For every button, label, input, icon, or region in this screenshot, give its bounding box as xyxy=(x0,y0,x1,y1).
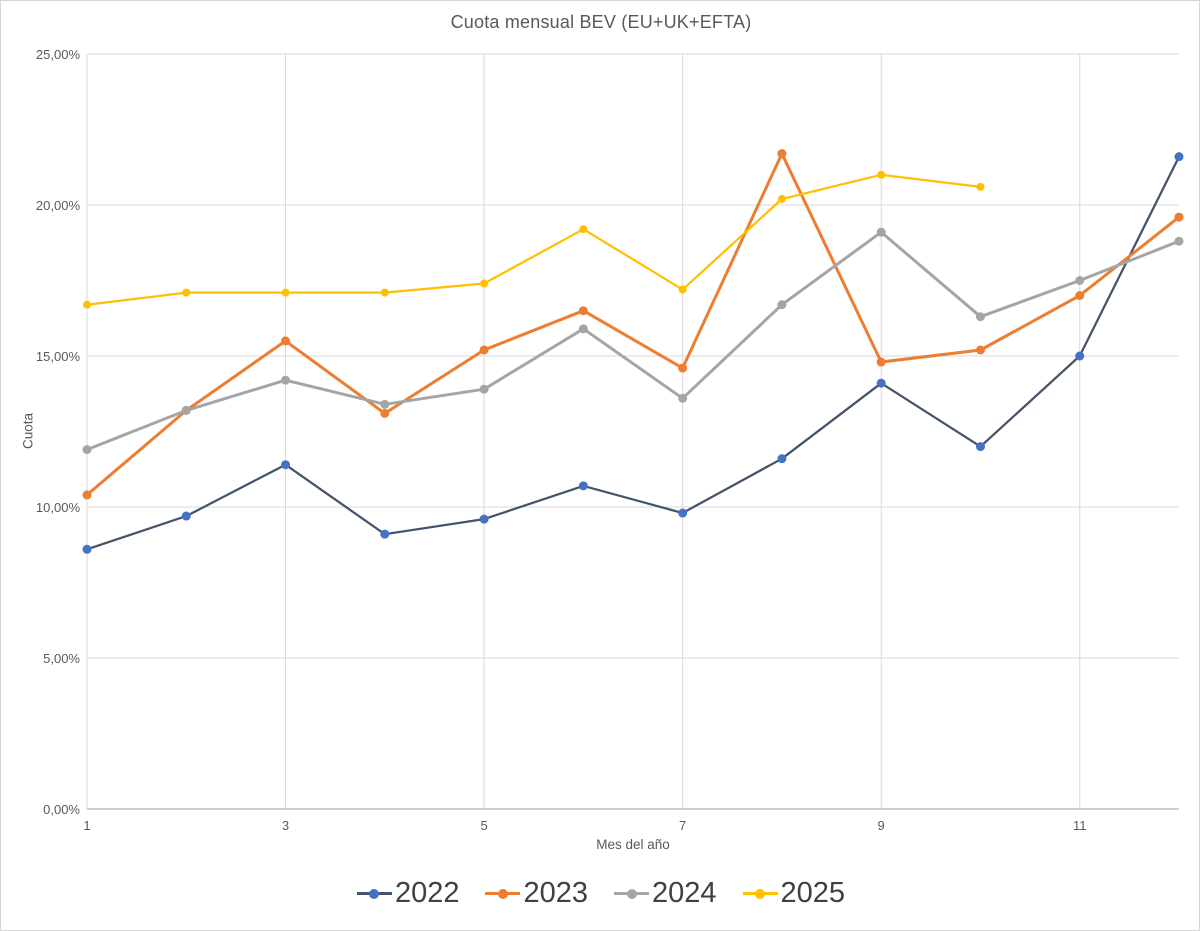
data-point-2025-m2[interactable] xyxy=(182,288,191,297)
legend-dot-swatch xyxy=(369,888,380,899)
x-tick-label: 1 xyxy=(83,818,91,833)
y-tick-label: 10,00% xyxy=(35,500,80,515)
y-tick-label: 25,00% xyxy=(35,47,80,62)
y-tick-label: 15,00% xyxy=(35,349,80,364)
data-point-2024-m1[interactable] xyxy=(82,445,92,455)
data-point-2024-m9[interactable] xyxy=(876,227,886,237)
data-point-2023-m9[interactable] xyxy=(876,357,886,367)
data-point-2025-m6[interactable] xyxy=(579,225,588,234)
data-point-2024-m12[interactable] xyxy=(1174,236,1184,246)
legend-item-2025[interactable]: 2025 xyxy=(742,877,846,910)
data-point-2023-m10[interactable] xyxy=(975,345,985,355)
y-tick-label: 20,00% xyxy=(35,198,80,213)
data-point-2022-m8[interactable] xyxy=(777,454,787,464)
legend-marker-icon xyxy=(614,888,649,900)
data-point-2023-m12[interactable] xyxy=(1174,212,1184,222)
data-point-2024-m5[interactable] xyxy=(479,384,489,394)
data-point-2025-m5[interactable] xyxy=(480,279,489,288)
data-point-2023-m3[interactable] xyxy=(281,336,291,346)
data-point-2022-m12[interactable] xyxy=(1174,152,1184,162)
data-point-2025-m10[interactable] xyxy=(976,182,985,191)
x-tick-label: 7 xyxy=(679,818,687,833)
data-point-2023-m6[interactable] xyxy=(578,306,588,316)
series-line-2022[interactable] xyxy=(85,155,1181,551)
x-tick-label: 11 xyxy=(1072,818,1087,833)
y-axis-title: Cuota xyxy=(20,412,36,450)
legend-item-2023[interactable]: 2023 xyxy=(485,877,588,910)
data-point-2022-m3[interactable] xyxy=(281,460,291,470)
data-point-2022-m6[interactable] xyxy=(578,481,588,491)
legend-marker-icon xyxy=(356,888,392,900)
data-point-2025-m9[interactable] xyxy=(877,170,886,179)
x-tick-label: 5 xyxy=(480,818,488,833)
data-point-2025-m7[interactable] xyxy=(678,285,687,294)
y-tick-label: 0,00% xyxy=(43,802,80,817)
data-point-2024-m6[interactable] xyxy=(578,324,588,334)
series-line-2024[interactable] xyxy=(85,230,1181,452)
data-point-2025-m1[interactable] xyxy=(83,300,91,309)
data-point-2023-m1[interactable] xyxy=(82,490,92,500)
data-point-2022-m4[interactable] xyxy=(380,529,390,539)
data-point-2023-m5[interactable] xyxy=(479,345,489,355)
data-point-2022-m1[interactable] xyxy=(82,544,92,554)
data-point-2023-m7[interactable] xyxy=(678,363,688,373)
data-point-2022-m5[interactable] xyxy=(479,514,489,524)
data-point-2024-m3[interactable] xyxy=(281,375,291,385)
data-point-2025-m4[interactable] xyxy=(380,288,389,297)
data-point-2024-m4[interactable] xyxy=(380,399,390,409)
legend-label: 2023 xyxy=(523,877,588,909)
x-tick-label: 3 xyxy=(281,818,290,833)
data-point-2022-m11[interactable] xyxy=(1075,351,1085,361)
legend-dot-swatch xyxy=(497,888,508,899)
y-tick-label: 5,00% xyxy=(43,651,80,666)
x-axis-title: Mes del año xyxy=(596,837,670,852)
x-tick-label: 9 xyxy=(877,818,885,833)
data-point-2022-m7[interactable] xyxy=(678,508,688,518)
legend-item-2022[interactable]: 2022 xyxy=(356,877,460,910)
series-line-2025[interactable] xyxy=(85,173,982,306)
data-point-2025-m3[interactable] xyxy=(281,288,290,297)
data-point-2023-m11[interactable] xyxy=(1075,291,1085,301)
data-point-2022-m2[interactable] xyxy=(181,511,191,521)
chart-title: Cuota mensual BEV (EU+UK+EFTA) xyxy=(450,12,752,32)
legend-marker-icon xyxy=(485,888,521,900)
data-point-2024-m7[interactable] xyxy=(678,393,688,403)
data-point-2024-m10[interactable] xyxy=(975,312,985,322)
legend-label: 2025 xyxy=(780,877,846,909)
data-point-2025-m8[interactable] xyxy=(777,194,786,203)
data-point-2022-m10[interactable] xyxy=(975,442,985,452)
data-point-2024-m11[interactable] xyxy=(1075,276,1085,285)
legend-item-2024[interactable]: 2024 xyxy=(614,877,717,910)
series-line-2023[interactable] xyxy=(85,152,1181,497)
chart-legend: 2022 2023 2024 2025 xyxy=(1,877,1199,910)
legend-dot-swatch xyxy=(626,888,637,899)
data-point-2024-m2[interactable] xyxy=(181,405,191,415)
legend-dot-swatch xyxy=(755,888,766,899)
legend-label: 2022 xyxy=(394,877,460,909)
legend-label: 2024 xyxy=(652,877,717,909)
data-point-2022-m9[interactable] xyxy=(876,378,886,388)
legend-marker-icon xyxy=(742,888,778,900)
data-point-2023-m8[interactable] xyxy=(777,149,787,159)
data-point-2024-m8[interactable] xyxy=(777,300,787,310)
data-point-2023-m4[interactable] xyxy=(380,408,390,418)
